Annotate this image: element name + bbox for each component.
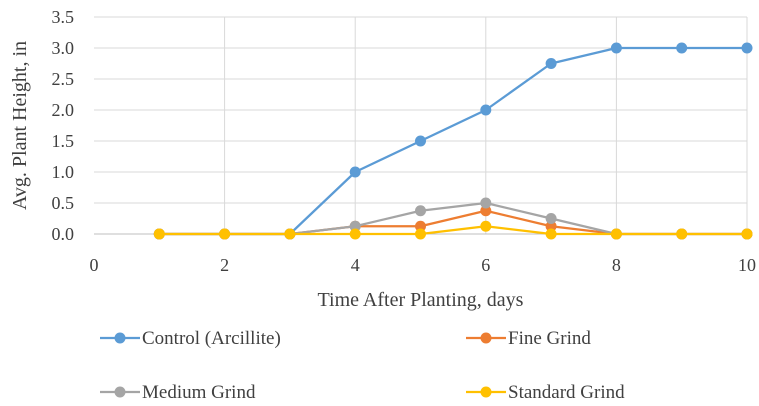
data-point (349, 228, 361, 240)
y-tick-label: 2.0 (52, 100, 75, 120)
tick-labels: 0.0 0.5 1.0 1.5 2.0 2.5 3.0 3.5 0 2 4 6 8 10 (52, 7, 757, 275)
data-point (349, 166, 361, 178)
legend-item: Fine Grind (466, 328, 591, 349)
y-tick-label: 3.5 (52, 7, 75, 27)
data-point (480, 220, 492, 232)
legend-label: Control (Arcillite) (142, 328, 281, 349)
data-point (741, 42, 753, 54)
data-point (153, 228, 165, 240)
data-point (480, 205, 492, 217)
legend-item: Standard Grind (466, 382, 625, 403)
x-axis-title: Time After Planting, days (318, 289, 524, 311)
y-tick-label: 0.0 (52, 224, 75, 244)
x-tick-label: 2 (220, 255, 229, 275)
gridlines (94, 16, 748, 235)
x-tick-label: 4 (351, 255, 360, 275)
data-point (415, 228, 426, 240)
data-point (610, 228, 622, 240)
legend-item: Control (Arcillite) (100, 328, 281, 349)
legend-label: Medium Grind (142, 382, 256, 403)
data-point (480, 104, 492, 116)
x-tick-label: 0 (90, 255, 99, 275)
y-tick-label: 1.0 (52, 162, 75, 182)
legend-item: Medium Grind (100, 382, 256, 403)
y-axis-title: Avg. Plant Height, in (9, 41, 31, 210)
data-point (480, 197, 492, 209)
legend: Control (Arcillite) Fine Grind Medium Grin… (100, 328, 625, 403)
y-tick-label: 2.5 (52, 69, 75, 89)
data-point (741, 228, 753, 240)
series-line (159, 225, 747, 236)
data-point (415, 205, 426, 217)
data-point (545, 58, 557, 69)
legend-label: Fine Grind (508, 328, 591, 349)
data-point (415, 135, 426, 147)
legend-label: Standard Grind (508, 382, 625, 403)
x-tick-label: 6 (481, 255, 490, 275)
y-tick-label: 1.5 (52, 131, 75, 151)
data-point (219, 228, 231, 240)
y-tick-label: 3.0 (52, 38, 75, 58)
data-point (545, 213, 557, 224)
data-point (610, 42, 622, 54)
data-point (676, 42, 688, 54)
series-3 (153, 220, 753, 240)
data-point (284, 228, 296, 240)
data-point (349, 220, 361, 232)
legend-swatch-marker (480, 386, 492, 398)
legend-swatch-marker (114, 332, 126, 344)
x-tick-label: 10 (738, 255, 756, 275)
y-tick-label: 0.5 (52, 193, 75, 213)
data-point (676, 228, 688, 240)
x-tick-label: 8 (612, 255, 621, 275)
legend-swatch-marker (480, 332, 492, 344)
data-point (415, 220, 426, 232)
data-point (545, 220, 557, 232)
series-group (153, 42, 753, 240)
data-point (545, 228, 557, 240)
legend-swatch-marker (114, 386, 126, 398)
